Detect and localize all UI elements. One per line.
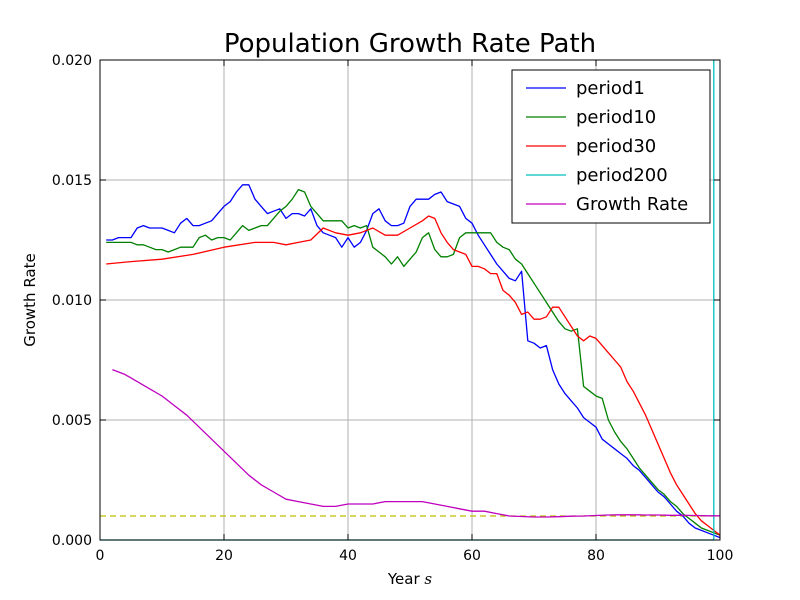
- legend-label: period30: [576, 136, 656, 157]
- series-line-period1: [106, 184, 721, 539]
- legend-label: period1: [576, 78, 645, 99]
- series-line-period10: [106, 188, 721, 536]
- legend-label: Growth Rate: [576, 194, 688, 215]
- series-line-period30: [106, 215, 721, 536]
- y-axis-label: Growth Rate: [21, 253, 39, 346]
- x-axis-label: Year s: [387, 570, 433, 588]
- legend-label: period200: [576, 165, 668, 186]
- y-tick-label: 0.010: [52, 293, 92, 309]
- x-tick-label: 80: [587, 548, 605, 564]
- y-tick-label: 0.020: [52, 53, 92, 69]
- x-tick-label: 40: [339, 548, 357, 564]
- x-tick-label: 100: [707, 548, 734, 564]
- y-tick-label: 0.005: [52, 413, 92, 429]
- x-tick-label: 0: [96, 548, 105, 564]
- y-tick-label: 0.000: [52, 533, 92, 549]
- chart-title: Population Growth Rate Path: [224, 29, 596, 59]
- legend: period1 period10 period30 period200 Growth R…: [511, 69, 711, 224]
- x-tick-label: 20: [215, 548, 233, 564]
- legend-label: period10: [576, 107, 656, 128]
- y-tick-label: 0.015: [52, 173, 92, 189]
- x-tick-label: 60: [463, 548, 481, 564]
- plot-area: 0 20 40 60 80 100 0.000 0.005 0.010 0.015 0.020: [52, 53, 733, 564]
- series-line-growth-rate: [112, 368, 720, 518]
